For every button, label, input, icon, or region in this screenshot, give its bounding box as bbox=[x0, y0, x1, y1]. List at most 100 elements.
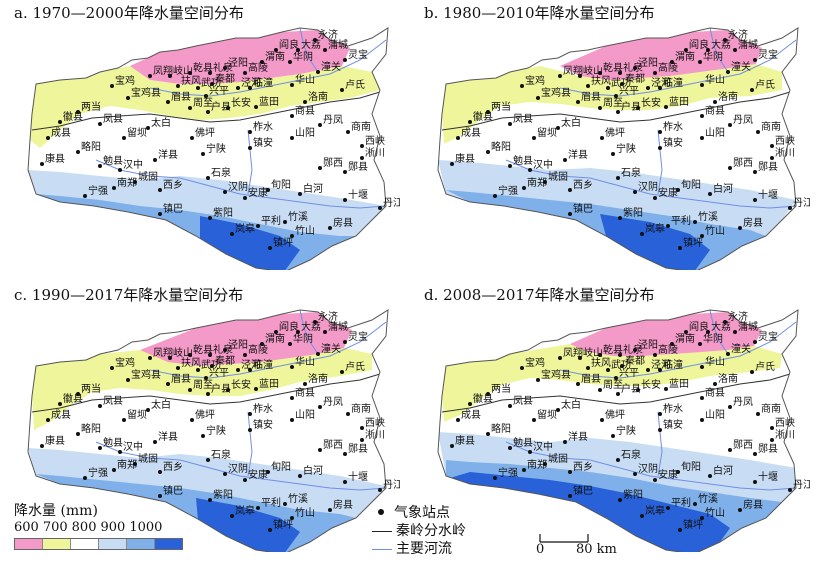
station-marker bbox=[290, 396, 294, 400]
station-marker bbox=[360, 438, 364, 442]
station-marker bbox=[770, 426, 774, 430]
station-label: 岚皋 bbox=[645, 222, 665, 235]
station-marker bbox=[248, 412, 252, 416]
station-label: 大荔 bbox=[301, 38, 321, 51]
station-marker bbox=[266, 188, 270, 192]
station-marker bbox=[248, 130, 252, 134]
station-marker bbox=[468, 120, 472, 124]
station-marker bbox=[343, 480, 347, 484]
station-marker bbox=[493, 476, 497, 480]
station-marker bbox=[578, 356, 582, 360]
station-label: 佛坪 bbox=[605, 126, 625, 139]
station-label: 周至 bbox=[193, 379, 213, 391]
station-marker bbox=[700, 114, 704, 118]
station-marker bbox=[678, 246, 682, 250]
station-marker bbox=[664, 387, 668, 391]
station-marker bbox=[723, 320, 727, 324]
station-marker bbox=[98, 164, 102, 168]
station-label: 蒲城 bbox=[328, 320, 348, 333]
station-marker bbox=[206, 110, 210, 114]
station-label: 兴平 bbox=[619, 367, 639, 379]
station-label: 宁强 bbox=[88, 466, 108, 479]
station-marker bbox=[230, 514, 234, 518]
station-label: 乾县 bbox=[193, 61, 213, 74]
station-label: 阎良 bbox=[689, 320, 709, 333]
station-label: 泾阳 bbox=[638, 56, 658, 69]
station-label: 西峡 bbox=[775, 416, 795, 429]
station-label: 商县 bbox=[295, 104, 315, 117]
station-marker bbox=[248, 428, 252, 432]
station-marker bbox=[206, 458, 210, 462]
station-marker bbox=[700, 234, 704, 238]
station-label: 房县 bbox=[743, 498, 763, 511]
station-label: 竹山 bbox=[295, 506, 315, 519]
station-label: 商南 bbox=[351, 120, 371, 133]
station-label: 商南 bbox=[761, 120, 781, 133]
station-marker bbox=[753, 198, 757, 202]
station-label: 蒲城 bbox=[738, 38, 758, 51]
station-marker bbox=[728, 166, 732, 170]
legend-swatch bbox=[99, 539, 127, 549]
station-marker bbox=[646, 368, 650, 372]
station-label: 略阳 bbox=[81, 422, 101, 435]
station-label: 长安 bbox=[641, 378, 661, 391]
station-marker bbox=[230, 232, 234, 236]
station-marker bbox=[318, 448, 322, 452]
station-label: 南郑 bbox=[527, 176, 547, 189]
station-label: 石泉 bbox=[621, 166, 641, 179]
station-marker bbox=[756, 130, 760, 134]
station-marker bbox=[598, 353, 602, 357]
precipitation-map: 永济大荔蒲城灵宝华阴渭南潼关阎良乾县礼泉泾阳高陵凤翔岐山扶风武功秦都兴平泾河临潼… bbox=[437, 27, 810, 270]
station-label: 秦都 bbox=[215, 354, 235, 367]
scale-bar: 0 80 km bbox=[530, 532, 630, 562]
station-marker bbox=[340, 88, 344, 92]
station-label: 蓝田 bbox=[669, 96, 689, 108]
station-marker bbox=[274, 48, 278, 52]
station-marker bbox=[226, 106, 230, 110]
station-label: 渭南 bbox=[675, 332, 695, 345]
station-label: 泾河 bbox=[651, 358, 671, 371]
station-label: 丹江口 bbox=[383, 197, 400, 209]
station-marker bbox=[76, 110, 80, 114]
station-label: 礼泉 bbox=[213, 343, 233, 356]
station-marker bbox=[753, 452, 757, 456]
station-marker bbox=[46, 418, 50, 422]
station-label: 凤县 bbox=[513, 395, 533, 407]
station-label: 宁强 bbox=[498, 184, 518, 197]
station-marker bbox=[733, 48, 737, 52]
station-marker bbox=[188, 71, 192, 75]
station-label: 乾县 bbox=[193, 343, 213, 356]
station-marker bbox=[112, 186, 116, 190]
station-marker bbox=[620, 364, 624, 368]
station-label: 太白 bbox=[151, 398, 171, 411]
station-marker bbox=[303, 382, 307, 386]
station-marker bbox=[598, 106, 602, 110]
station-label: 汉阴 bbox=[228, 181, 248, 193]
station-label: 商县 bbox=[705, 386, 725, 399]
station-marker bbox=[146, 408, 150, 412]
station-label: 两当 bbox=[81, 100, 101, 113]
station-marker bbox=[158, 470, 162, 474]
station-marker bbox=[450, 444, 454, 448]
station-marker bbox=[296, 330, 300, 334]
station-marker bbox=[788, 488, 792, 492]
station-label: 镇安 bbox=[253, 136, 273, 149]
station-marker bbox=[678, 528, 682, 532]
station-label: 泾阳 bbox=[638, 338, 658, 351]
station-label: 山阳 bbox=[705, 127, 725, 139]
station-marker bbox=[598, 388, 602, 392]
station-marker bbox=[486, 432, 490, 436]
station-label: 华阴 bbox=[293, 50, 313, 63]
station-label: 留坝 bbox=[537, 126, 557, 139]
station-label: 郧西 bbox=[323, 439, 343, 451]
station-marker bbox=[770, 156, 774, 160]
station-marker bbox=[586, 366, 590, 370]
station-label: 泾河 bbox=[241, 76, 261, 89]
station-label: 镇坪 bbox=[273, 518, 293, 531]
station-marker bbox=[788, 206, 792, 210]
station-marker bbox=[122, 418, 126, 422]
station-marker bbox=[76, 150, 80, 154]
station-marker bbox=[208, 216, 212, 220]
station-label: 郧县 bbox=[758, 443, 778, 455]
station-label: 汉中 bbox=[123, 440, 143, 453]
